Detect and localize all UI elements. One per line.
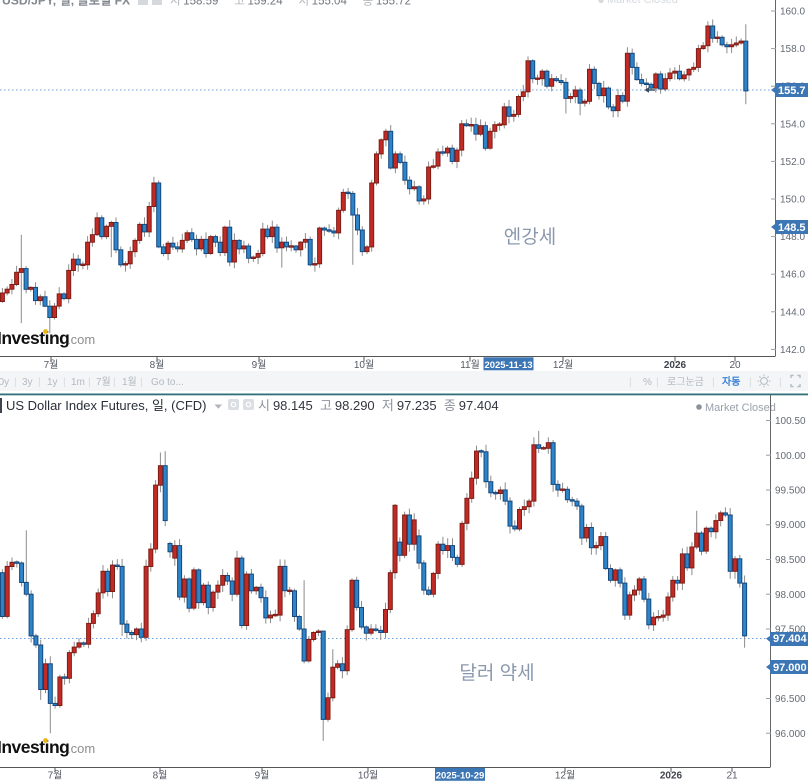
svg-text:10월: 10월 xyxy=(358,770,378,782)
svg-text:고: 고 xyxy=(320,398,332,413)
svg-text:97.500: 97.500 xyxy=(775,625,806,636)
svg-text:21: 21 xyxy=(726,771,738,782)
svg-text:160.0: 160.0 xyxy=(780,7,805,18)
svg-text:.com: .com xyxy=(67,741,95,756)
svg-text:2026: 2026 xyxy=(664,360,687,371)
svg-text:1월: 1월 xyxy=(122,376,137,388)
svg-text:|: | xyxy=(14,377,17,388)
svg-text:|: | xyxy=(63,377,66,388)
svg-text:97.000: 97.000 xyxy=(773,662,807,674)
svg-text:12월: 12월 xyxy=(553,359,573,371)
svg-text:8월: 8월 xyxy=(153,770,168,782)
svg-text:148.5: 148.5 xyxy=(778,222,806,234)
svg-text:|: | xyxy=(629,377,632,388)
svg-text:저: 저 xyxy=(298,0,309,8)
svg-text:97.404: 97.404 xyxy=(773,633,808,645)
svg-text:Investing: Investing xyxy=(0,737,69,757)
svg-text:종: 종 xyxy=(444,398,456,413)
svg-text:1m: 1m xyxy=(71,377,85,388)
svg-text:150.0: 150.0 xyxy=(780,195,805,206)
svg-text:99.000: 99.000 xyxy=(775,520,806,531)
svg-text:11월: 11월 xyxy=(460,359,480,371)
svg-text:155.72: 155.72 xyxy=(376,0,411,8)
svg-text:2025-11-13: 2025-11-13 xyxy=(484,360,532,371)
svg-text:7월: 7월 xyxy=(48,770,63,782)
svg-text:|: | xyxy=(779,377,782,388)
svg-text:100.50: 100.50 xyxy=(775,416,806,427)
svg-text:|: | xyxy=(712,377,715,388)
svg-text:엔강세: 엔강세 xyxy=(504,226,556,248)
svg-text:159.24: 159.24 xyxy=(247,0,283,8)
svg-text:시: 시 xyxy=(258,398,270,413)
svg-text:1y: 1y xyxy=(47,377,58,388)
svg-text:154.0: 154.0 xyxy=(780,119,805,130)
svg-text:.com: .com xyxy=(67,332,95,347)
svg-text:148.0: 148.0 xyxy=(780,232,805,243)
svg-text:자동: 자동 xyxy=(722,375,740,388)
svg-text:종: 종 xyxy=(363,0,374,8)
svg-text:98.000: 98.000 xyxy=(775,590,806,601)
svg-text:8월: 8월 xyxy=(150,359,165,371)
svg-text:10월: 10월 xyxy=(354,359,374,371)
svg-text:Investing: Investing xyxy=(0,328,69,348)
svg-text:달러 약세: 달러 약세 xyxy=(459,662,534,684)
svg-text:10y: 10y xyxy=(0,377,9,388)
svg-text:|: | xyxy=(140,377,143,388)
svg-text:9월: 9월 xyxy=(252,359,267,371)
svg-text:9월: 9월 xyxy=(255,770,270,782)
svg-text:155.7: 155.7 xyxy=(778,85,806,97)
svg-text:142.0: 142.0 xyxy=(780,345,805,356)
svg-text:12월: 12월 xyxy=(555,770,575,782)
svg-text:USD/JPY, 일, 글로벌 FX: USD/JPY, 일, 글로벌 FX xyxy=(2,0,131,8)
svg-text:98.290: 98.290 xyxy=(335,398,375,413)
svg-text:|: | xyxy=(113,377,116,388)
svg-text:158.59: 158.59 xyxy=(183,0,218,8)
svg-text:|: | xyxy=(749,377,752,388)
svg-text:|: | xyxy=(38,377,41,388)
svg-text:Market Closed: Market Closed xyxy=(607,0,678,6)
svg-text:99.500: 99.500 xyxy=(775,486,806,497)
svg-text:155.04: 155.04 xyxy=(312,0,348,8)
svg-text:시: 시 xyxy=(170,0,181,8)
svg-text:2025-10-29: 2025-10-29 xyxy=(436,770,485,781)
svg-text:3y: 3y xyxy=(22,377,33,388)
svg-text:로그눈금: 로그눈금 xyxy=(667,376,704,388)
svg-text:97.404: 97.404 xyxy=(459,398,499,413)
svg-text:저: 저 xyxy=(382,398,394,413)
svg-text:7월: 7월 xyxy=(96,376,111,388)
svg-text:152.0: 152.0 xyxy=(780,157,805,168)
svg-text:%: % xyxy=(643,377,652,388)
svg-text:Go to...: Go to... xyxy=(151,377,184,388)
svg-text:144.0: 144.0 xyxy=(780,307,805,318)
svg-text:Market Closed: Market Closed xyxy=(705,402,776,414)
svg-text:2026: 2026 xyxy=(660,771,683,782)
svg-text:158.0: 158.0 xyxy=(780,44,805,55)
svg-text:고: 고 xyxy=(234,0,245,8)
svg-text:100.00: 100.00 xyxy=(775,451,806,462)
svg-text:98.500: 98.500 xyxy=(775,555,806,566)
svg-text:96.000: 96.000 xyxy=(775,729,806,740)
svg-text:|: | xyxy=(656,377,659,388)
svg-text:US Dollar Index Futures, 일, (C: US Dollar Index Futures, 일, (CFD) xyxy=(6,398,207,413)
svg-text:97.235: 97.235 xyxy=(397,398,437,413)
svg-text:96.500: 96.500 xyxy=(775,694,806,705)
svg-text:98.145: 98.145 xyxy=(273,398,313,413)
svg-text:7월: 7월 xyxy=(44,359,59,371)
svg-text:20: 20 xyxy=(729,360,741,371)
svg-text:|: | xyxy=(88,377,91,388)
svg-text:146.0: 146.0 xyxy=(780,270,805,281)
